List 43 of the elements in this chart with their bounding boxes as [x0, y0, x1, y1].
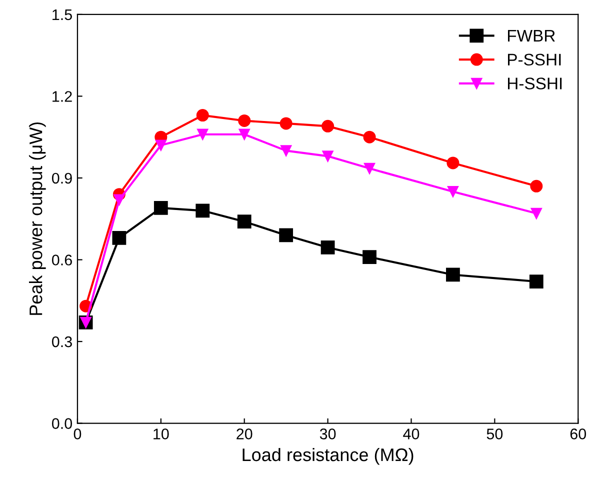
- y-tick-label: 0.9: [52, 172, 72, 184]
- point: [446, 268, 460, 282]
- point: [238, 128, 250, 140]
- y-tick-label: 0.3: [52, 336, 72, 348]
- point: [155, 140, 166, 151]
- point: [529, 274, 544, 288]
- point: [446, 156, 460, 170]
- x-axis-title: Load resistance (MΩ): [242, 448, 414, 465]
- point: [237, 214, 252, 229]
- point: [112, 230, 126, 245]
- x-tick-label: 40: [403, 428, 420, 440]
- point: [154, 201, 168, 215]
- x-tick-label: 30: [320, 428, 336, 440]
- point: [196, 204, 210, 218]
- point: [196, 109, 209, 122]
- point: [447, 186, 459, 198]
- point: [197, 128, 208, 140]
- legend-label: P-SSHI: [508, 54, 561, 66]
- point: [530, 180, 543, 192]
- point: [320, 240, 335, 254]
- legend-label: FWBR: [508, 30, 555, 42]
- point: [363, 130, 376, 144]
- x-tick-label: 60: [570, 428, 586, 440]
- point: [279, 228, 294, 242]
- point: [280, 145, 292, 156]
- point: [280, 117, 292, 130]
- x-tick-label: 50: [486, 428, 503, 440]
- point: [322, 150, 334, 162]
- x-tick-label: 20: [236, 428, 252, 440]
- point: [114, 194, 125, 206]
- y-axis-title: Peak power output (μW): [28, 122, 46, 315]
- x-tick-label: 0: [74, 428, 82, 440]
- x-tick-label: 10: [154, 428, 169, 440]
- point: [322, 120, 334, 132]
- y-tick-label: 1.5: [52, 9, 72, 20]
- y-tick-label: 0.6: [52, 254, 72, 266]
- y-tick-label: 1.2: [52, 91, 72, 102]
- point: [364, 162, 376, 174]
- point: [362, 250, 376, 264]
- legend-label: H-SSHI: [508, 78, 562, 90]
- point: [238, 114, 251, 127]
- point: [530, 208, 542, 219]
- y-tick-label: 0.0: [52, 418, 72, 429]
